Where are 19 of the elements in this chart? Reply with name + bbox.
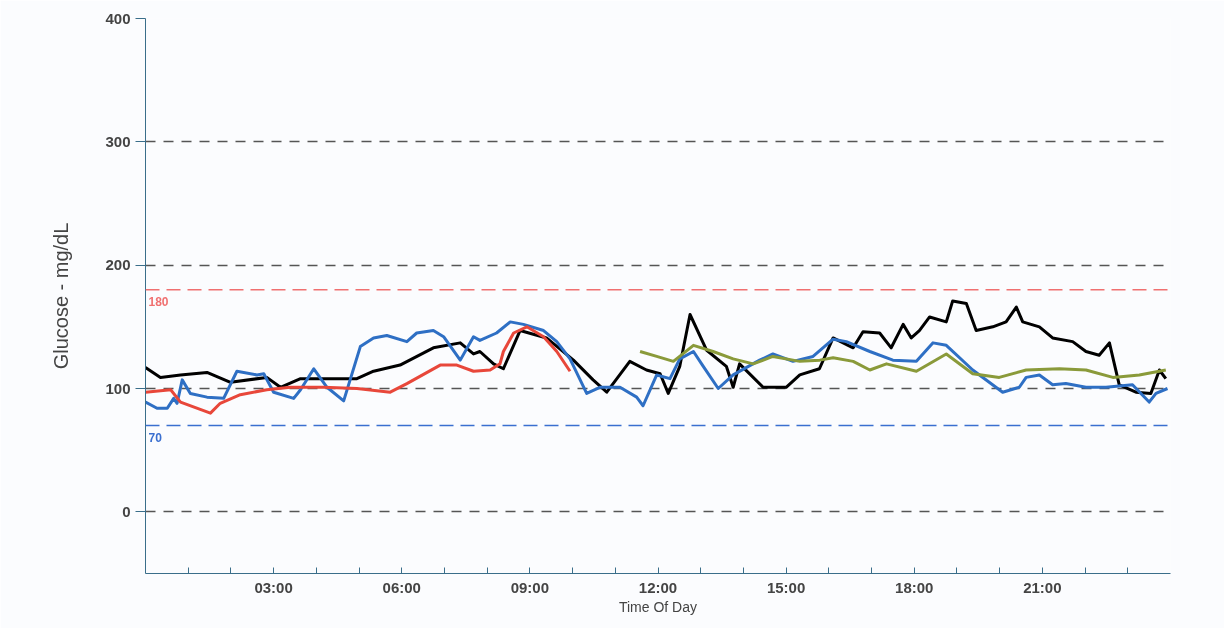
y-tick-label: 200 xyxy=(105,256,131,274)
x-tick-label: 09:00 xyxy=(510,578,550,596)
line-series xyxy=(145,325,572,415)
x-axis-title: Time Of Day xyxy=(618,598,698,615)
y-tick-label: 100 xyxy=(105,379,131,397)
line-series xyxy=(145,320,1170,410)
x-tick-label: 12:00 xyxy=(638,578,678,596)
x-tick-label: 18:00 xyxy=(895,578,934,596)
y-tick-label: 400 xyxy=(105,9,131,27)
ref-line-label: 180 xyxy=(148,294,169,309)
x-tick-label: 15:00 xyxy=(766,578,806,596)
line-series xyxy=(638,343,1168,379)
y-axis-title: Glucose - mg/dL xyxy=(50,222,73,370)
ref-line-label: 70 xyxy=(148,430,163,445)
y-tick-label: 0 xyxy=(122,502,131,520)
x-tick-label: 06:00 xyxy=(382,578,421,596)
x-tick-label: 21:00 xyxy=(1023,578,1062,596)
x-tick-label: 03:00 xyxy=(254,578,293,596)
y-tick-label: 300 xyxy=(105,132,131,150)
